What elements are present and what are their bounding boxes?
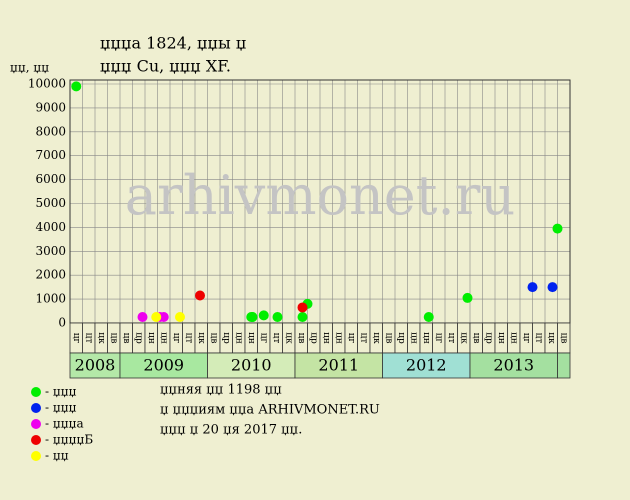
year-label: 2008 <box>75 356 116 375</box>
x-tick-label: цн <box>508 332 518 344</box>
legend-label: - џџџџБ <box>45 433 93 447</box>
data-point <box>195 290 205 301</box>
x-tick-label: цт <box>358 333 368 344</box>
y-tick-label: 2000 <box>35 268 66 282</box>
legend-marker <box>31 403 41 413</box>
y-tick-label: 7000 <box>35 148 66 162</box>
legend-marker <box>31 451 41 461</box>
legend-label: - џџ <box>45 449 69 463</box>
data-point <box>175 312 185 323</box>
year-cell <box>382 352 471 379</box>
data-point <box>552 223 563 234</box>
x-tick-label: цк <box>96 332 106 344</box>
data-point <box>247 312 258 323</box>
x-tick-label: цн <box>158 332 168 344</box>
data-point <box>71 81 82 92</box>
x-tick-label: цв <box>558 333 568 344</box>
year-label: 2012 <box>406 356 447 375</box>
y-tick-label: 6000 <box>35 172 66 186</box>
x-tick-label: цв <box>121 333 131 344</box>
title-line: џџџ Cu, џџџ XF. <box>100 57 231 76</box>
legend-marker <box>31 435 41 445</box>
x-tick-label: цг <box>521 333 531 344</box>
x-tick-label: цр <box>308 332 318 344</box>
year-label: 2011 <box>318 356 359 375</box>
x-tick-label: цк <box>458 332 468 344</box>
x-tick-label: цг <box>346 333 356 344</box>
x-tick-label: цн <box>421 332 431 344</box>
x-tick-label: цг <box>71 333 81 344</box>
data-point <box>151 312 162 323</box>
watermark: arhivmonet.ru <box>125 164 515 227</box>
legend-marker <box>31 419 41 429</box>
y-tick-label: 0 <box>58 316 66 330</box>
data-point <box>547 282 558 293</box>
x-tick-label: цг <box>433 333 443 344</box>
year-cell <box>294 352 383 379</box>
x-tick-label: цт <box>83 333 93 344</box>
x-tick-label: цр <box>221 332 231 344</box>
legend-label: - џџџ <box>45 385 77 399</box>
y-tick-label: 5000 <box>35 196 66 210</box>
y-tick-label: 1000 <box>35 292 66 306</box>
year-cell <box>207 352 296 379</box>
data-point <box>158 312 169 323</box>
year-label: 2013 <box>493 356 534 375</box>
legend-marker <box>31 387 41 397</box>
x-tick-label: цв <box>208 333 218 344</box>
x-tick-label: цр <box>396 332 406 344</box>
year-cell <box>69 352 121 379</box>
x-tick-label: цн <box>246 332 256 344</box>
x-tick-label: цр <box>483 332 493 344</box>
note: џџняя џџ 1198 џџ <box>160 383 282 398</box>
data-point <box>137 312 148 323</box>
data-point <box>272 312 283 323</box>
x-tick-label: цт <box>183 333 193 344</box>
x-tick-label: цн <box>321 332 331 344</box>
x-tick-label: цк <box>196 332 206 344</box>
x-tick-label: цт <box>271 333 281 344</box>
x-tick-label: цг <box>171 333 181 344</box>
year-cell <box>557 352 571 379</box>
x-tick-label: цк <box>371 332 381 344</box>
x-tick-label: цн <box>146 332 156 344</box>
year-label: 2010 <box>231 356 272 375</box>
x-tick-label: цк <box>546 332 556 344</box>
x-tick-label: цв <box>471 333 481 344</box>
y-axis-label: џџ, џџ <box>10 61 49 75</box>
y-tick-label: 8000 <box>35 124 66 138</box>
note: џџџ џ 20 џя 2017 џџ. <box>160 423 302 438</box>
data-point <box>423 312 434 323</box>
x-tick-label: цв <box>296 333 306 344</box>
y-tick-label: 10000 <box>28 77 66 91</box>
legend-label: - џџџа <box>45 417 84 431</box>
y-tick-label: 4000 <box>35 220 66 234</box>
note: џ џџџиям џџа ARHIVMONET.RU <box>160 403 380 418</box>
x-tick-label: цв <box>383 333 393 344</box>
data-point <box>527 282 538 293</box>
x-tick-label: цт <box>446 333 456 344</box>
x-tick-label: цр <box>133 332 143 344</box>
y-tick-label: 3000 <box>35 244 66 258</box>
x-tick-label: цн <box>333 332 343 344</box>
x-tick-label: цв <box>108 333 118 344</box>
title-line: џџџа 1824, џџы џ <box>100 34 246 53</box>
legend-label: - џџџ <box>45 401 77 415</box>
x-tick-label: цн <box>496 332 506 344</box>
data-point <box>258 310 269 321</box>
x-tick-label: цк <box>283 332 293 344</box>
year-label: 2009 <box>143 356 184 375</box>
data-point <box>297 302 308 313</box>
y-tick-label: 9000 <box>35 100 66 114</box>
x-tick-label: цг <box>258 333 268 344</box>
x-tick-label: цн <box>233 332 243 344</box>
data-point <box>297 312 308 323</box>
x-tick-label: цт <box>533 333 543 344</box>
data-point <box>462 292 473 303</box>
x-tick-label: цн <box>408 332 418 344</box>
